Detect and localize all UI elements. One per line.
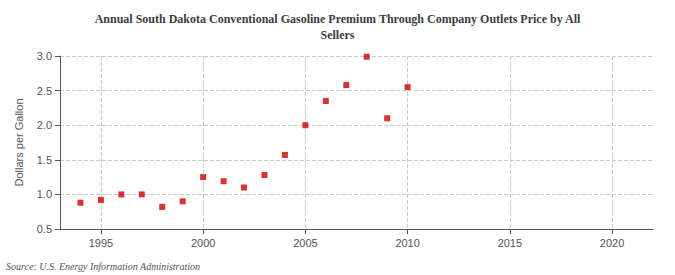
svg-text:Dollars per Gallon: Dollars per Gallon [13,98,25,186]
svg-text:2.5: 2.5 [37,85,52,97]
svg-text:1.5: 1.5 [37,154,52,166]
svg-text:2015: 2015 [498,237,522,249]
svg-text:0.5: 0.5 [37,223,52,235]
svg-text:1995: 1995 [89,237,113,249]
svg-text:1.0: 1.0 [37,188,52,200]
svg-text:2020: 2020 [600,237,624,249]
svg-text:Annual South Dakota Convention: Annual South Dakota Conventional Gasolin… [95,12,581,26]
svg-text:Sellers: Sellers [321,28,355,42]
svg-text:2.0: 2.0 [37,119,52,131]
svg-text:Source: U.S. Energy Informatio: Source: U.S. Energy Information Administ… [6,261,200,272]
svg-text:2000: 2000 [191,237,215,249]
svg-text:3.0: 3.0 [37,50,52,62]
svg-text:2005: 2005 [293,237,317,249]
svg-text:2010: 2010 [395,237,419,249]
